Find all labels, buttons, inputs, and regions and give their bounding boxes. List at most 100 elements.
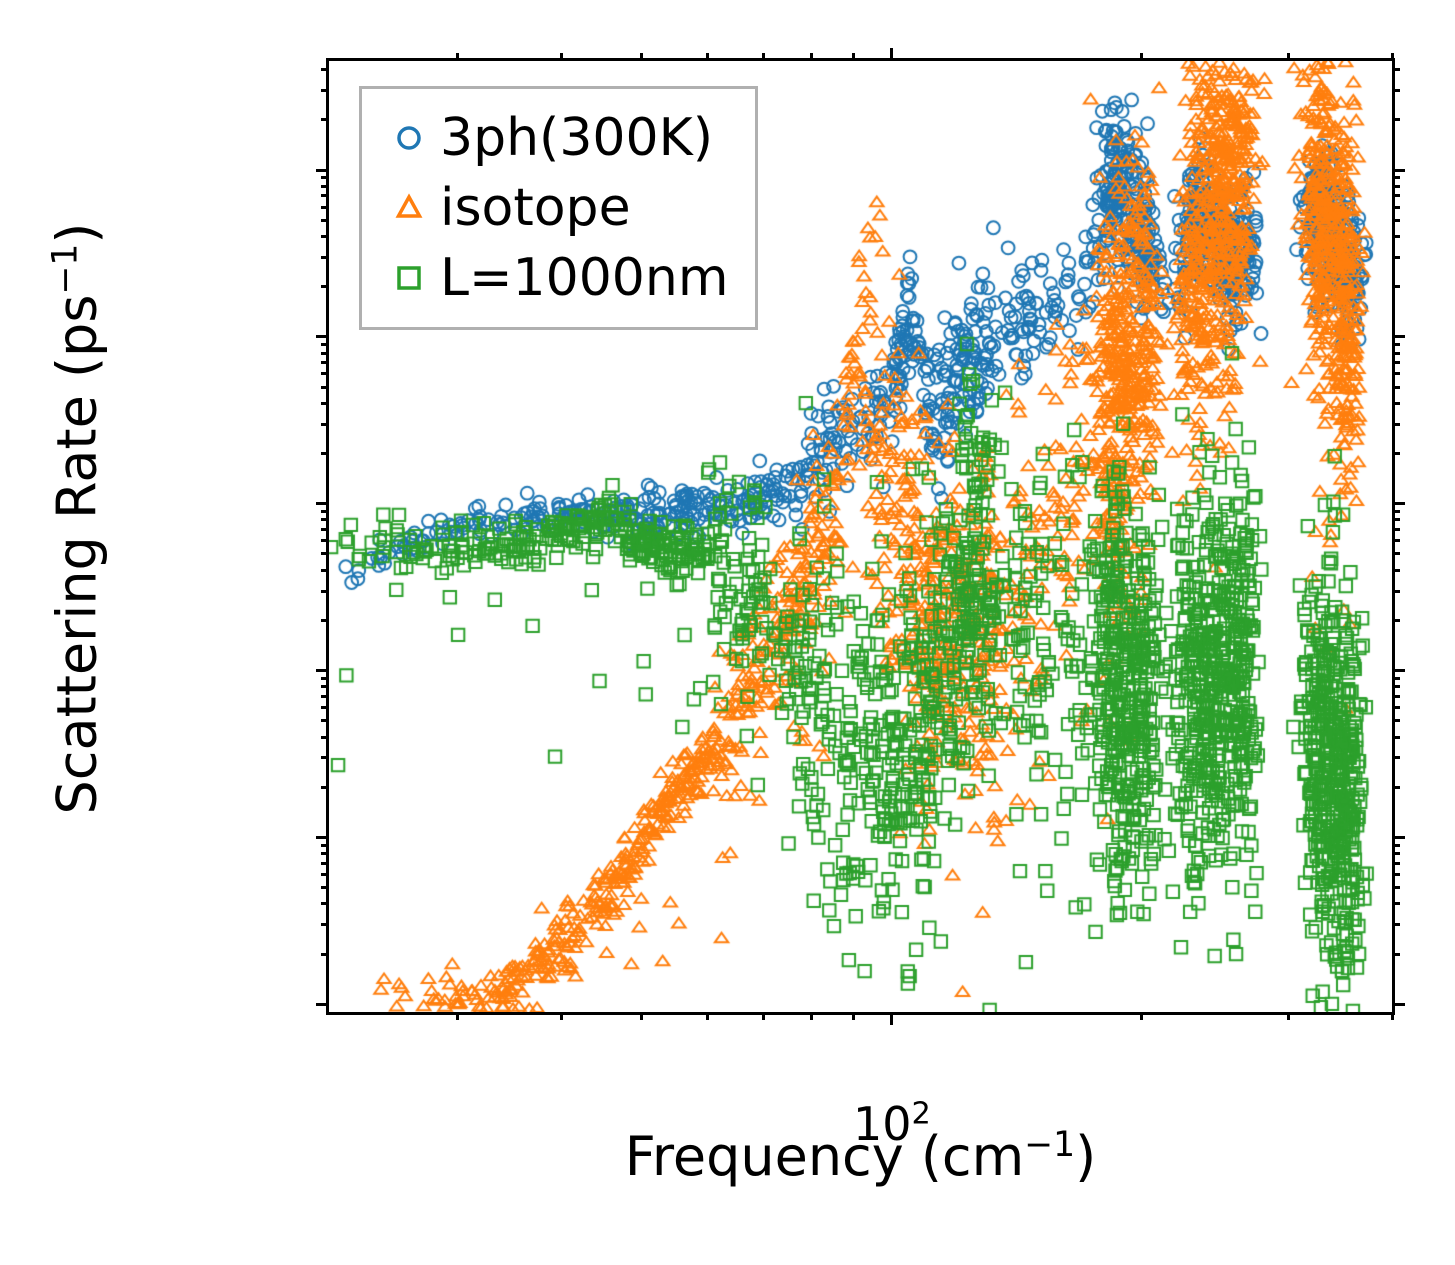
y-tick-minor bbox=[321, 568, 329, 572]
y-tick-minor bbox=[321, 685, 329, 689]
y-tick-minor-right bbox=[1392, 694, 1400, 698]
y-axis-title-close: ) bbox=[45, 222, 109, 244]
legend-label-3ph: 3ph(300K) bbox=[440, 108, 713, 168]
y-tick-minor bbox=[321, 843, 329, 847]
y-tick-major-right bbox=[1392, 168, 1405, 172]
x-tick-minor bbox=[706, 1012, 710, 1020]
y-tick-minor bbox=[321, 509, 329, 513]
y-tick-minor bbox=[321, 88, 329, 92]
y-tick-minor bbox=[321, 255, 329, 259]
x-axis-title-exponent: −1 bbox=[1024, 1125, 1076, 1165]
legend-item-3ph: 3ph(300K) bbox=[378, 103, 729, 173]
y-tick-minor bbox=[321, 785, 329, 789]
y-tick-minor-right bbox=[1392, 785, 1400, 789]
x-tick-minor bbox=[1140, 1012, 1144, 1020]
x-axis-title-close: ) bbox=[1075, 1125, 1097, 1188]
y-tick-major-right bbox=[1392, 1002, 1405, 1006]
y-tick-minor bbox=[321, 706, 329, 710]
y-tick-major bbox=[316, 335, 329, 339]
y-tick-minor bbox=[321, 361, 329, 365]
y-tick-minor bbox=[321, 234, 329, 238]
y-tick-minor-right bbox=[1392, 685, 1400, 689]
y-tick-minor bbox=[321, 923, 329, 927]
y-tick-minor-right bbox=[1392, 285, 1400, 289]
y-axis-title-exponent: −1 bbox=[45, 243, 86, 295]
y-tick-major bbox=[316, 502, 329, 506]
y-tick-minor-right bbox=[1392, 361, 1400, 365]
y-tick-minor-right bbox=[1392, 372, 1400, 376]
y-tick-major-right bbox=[1392, 669, 1405, 673]
x-tick-minor bbox=[852, 1012, 856, 1020]
y-tick-minor-right bbox=[1392, 735, 1400, 739]
y-tick-minor-right bbox=[1392, 873, 1400, 876]
y-tick-major bbox=[316, 669, 329, 673]
y-tick-minor-right bbox=[1392, 618, 1400, 622]
y-tick-minor-right bbox=[1392, 952, 1400, 956]
x-tick-minor-top bbox=[456, 53, 460, 61]
y-tick-minor bbox=[321, 552, 329, 556]
y-tick-minor bbox=[321, 694, 329, 698]
y-tick-minor-right bbox=[1392, 843, 1400, 847]
y-tick-minor bbox=[321, 539, 329, 543]
y-tick-minor-right bbox=[1392, 401, 1400, 405]
y-tick-minor-right bbox=[1392, 528, 1400, 532]
y-tick-minor-right bbox=[1392, 861, 1400, 865]
y-axis-title-text: Scattering Rate (ps bbox=[45, 294, 109, 815]
y-tick-minor-right bbox=[1392, 343, 1400, 346]
x-tick-minor-top bbox=[640, 53, 644, 61]
triangle-marker-icon bbox=[378, 191, 440, 225]
legend-label-isotope: isotope bbox=[440, 178, 631, 238]
y-tick-minor-right bbox=[1392, 568, 1400, 572]
x-tick-minor-top bbox=[761, 53, 765, 61]
y-tick-minor bbox=[321, 589, 329, 593]
y-tick-minor bbox=[321, 886, 329, 890]
y-tick-minor bbox=[321, 194, 329, 198]
x-axis-title-text: Frequency (cm bbox=[624, 1125, 1025, 1188]
y-tick-major bbox=[316, 1002, 329, 1006]
y-tick-minor-right bbox=[1392, 552, 1400, 556]
y-tick-minor bbox=[321, 372, 329, 376]
x-tick-label: 102 bbox=[853, 1096, 931, 1151]
y-tick-minor bbox=[321, 719, 329, 723]
x-tick-minor bbox=[559, 1012, 563, 1020]
y-axis-title: Scattering Rate (ps−1) bbox=[46, 39, 109, 999]
y-tick-minor-right bbox=[1392, 218, 1400, 222]
y-tick-minor-right bbox=[1392, 509, 1400, 513]
y-tick-minor bbox=[321, 285, 329, 289]
y-tick-minor-right bbox=[1392, 184, 1400, 188]
y-tick-minor bbox=[321, 205, 329, 209]
x-tick-minor bbox=[1286, 1012, 1290, 1020]
x-tick-major bbox=[890, 1012, 894, 1025]
y-tick-minor-right bbox=[1392, 923, 1400, 927]
y-tick-minor bbox=[321, 902, 329, 906]
y-tick-minor bbox=[321, 176, 329, 180]
legend-label-boundary: L=1000nm bbox=[440, 248, 729, 308]
y-tick-major-right bbox=[1392, 502, 1405, 506]
y-tick-minor bbox=[321, 422, 329, 426]
y-tick-minor bbox=[321, 385, 329, 389]
y-tick-minor bbox=[321, 118, 329, 122]
y-tick-minor bbox=[321, 735, 329, 739]
y-tick-minor bbox=[321, 401, 329, 405]
x-tick-minor bbox=[809, 1012, 813, 1020]
x-tick-minor bbox=[640, 1012, 644, 1020]
y-tick-minor-right bbox=[1392, 539, 1400, 543]
y-tick-minor-right bbox=[1392, 852, 1400, 856]
y-tick-minor-right bbox=[1392, 902, 1400, 906]
y-tick-minor bbox=[321, 68, 329, 72]
y-tick-minor bbox=[321, 861, 329, 865]
y-tick-minor-right bbox=[1392, 194, 1400, 198]
x-tick-minor-top bbox=[1286, 53, 1290, 61]
y-tick-minor-right bbox=[1392, 518, 1400, 522]
circle-marker-icon bbox=[378, 121, 440, 155]
y-tick-minor-right bbox=[1392, 385, 1400, 389]
y-tick-minor-right bbox=[1392, 68, 1400, 72]
x-axis-title: Frequency (cm−1) bbox=[326, 1125, 1395, 1188]
plot-axes: 10010−110−210−310−410−5102 3ph(300K) iso… bbox=[316, 48, 1405, 1151]
y-tick-minor bbox=[321, 873, 329, 876]
legend-item-boundary: L=1000nm bbox=[378, 243, 729, 313]
y-tick-minor-right bbox=[1392, 706, 1400, 710]
y-tick-major-right bbox=[1392, 335, 1405, 339]
x-tick-minor-top bbox=[559, 53, 563, 61]
